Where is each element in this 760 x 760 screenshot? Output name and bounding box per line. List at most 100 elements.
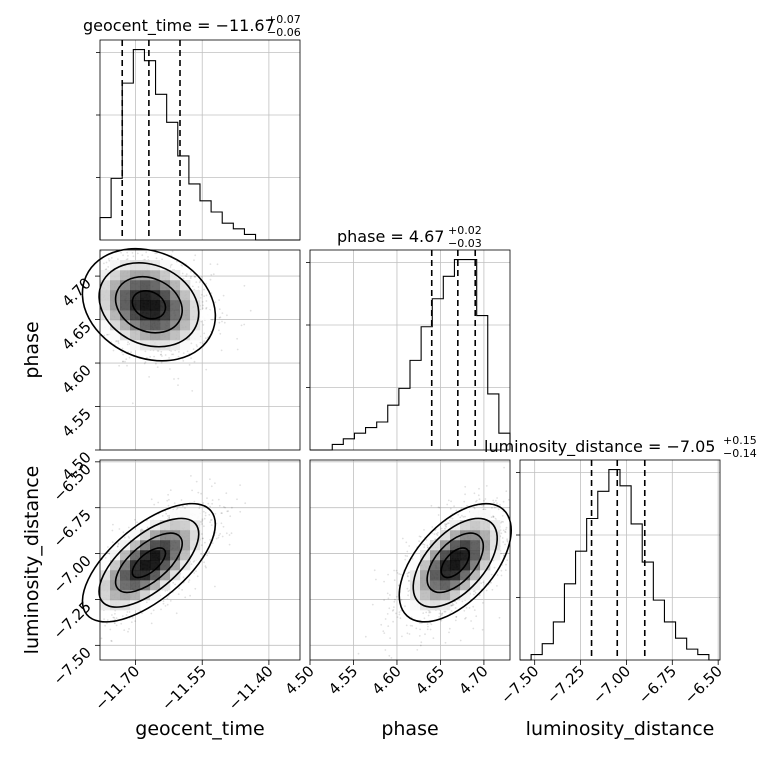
density-cell	[100, 570, 111, 581]
sample-point	[189, 277, 192, 279]
sample-point	[408, 571, 410, 574]
sample-point	[480, 582, 483, 585]
sample-point	[239, 510, 242, 513]
sample-point	[502, 529, 505, 532]
x-tick-label-luminosity_distance: −7.25	[543, 662, 588, 707]
sample-point	[165, 512, 168, 515]
sample-point	[478, 594, 481, 597]
sample-point	[236, 337, 239, 340]
density-cell	[450, 530, 461, 541]
sample-point	[192, 348, 195, 351]
sample-point	[166, 603, 169, 606]
sample-point	[451, 602, 454, 605]
x-tick-label-phase: 4.50	[281, 662, 317, 698]
sample-point	[472, 627, 475, 630]
sample-point	[111, 614, 113, 616]
density-cell	[420, 560, 431, 571]
sample-point	[404, 554, 407, 557]
sample-point	[401, 635, 403, 638]
density-cell	[140, 270, 151, 281]
sample-point	[110, 639, 113, 642]
density-cell	[150, 320, 161, 331]
sample-point	[504, 569, 507, 572]
panel-frame-luminosity_distance	[519, 459, 721, 661]
sample-point	[463, 609, 466, 612]
sample-point	[115, 340, 117, 343]
sample-point	[201, 537, 204, 540]
density-cell	[420, 590, 431, 601]
density-cell	[470, 550, 481, 561]
density-cell	[140, 260, 151, 271]
density-cell	[470, 580, 481, 591]
sample-point	[168, 516, 171, 519]
sample-point	[205, 566, 207, 569]
sample-point	[433, 533, 436, 535]
sample-point	[239, 484, 242, 486]
sample-point	[196, 575, 199, 578]
density-cell	[190, 290, 201, 301]
density-cell	[170, 510, 181, 521]
sample-point	[430, 504, 433, 507]
sample-point	[405, 541, 408, 544]
density-cell	[100, 320, 111, 331]
sample-point	[164, 589, 167, 592]
x-tick-label-geocent_time: −11.70	[91, 662, 143, 714]
density-cell	[430, 550, 441, 561]
sample-point	[225, 492, 228, 495]
panel-frame	[309, 459, 511, 661]
sample-point	[228, 534, 231, 536]
sample-point	[473, 492, 476, 495]
density-cell	[110, 570, 121, 581]
density-cell	[420, 570, 431, 581]
sample-point	[182, 505, 184, 508]
sample-point	[205, 282, 208, 285]
sample-point	[157, 350, 160, 352]
sample-point	[432, 637, 435, 640]
sample-point	[209, 478, 211, 481]
density-cell	[170, 520, 181, 531]
sample-point	[207, 502, 210, 505]
sample-point	[472, 590, 475, 593]
sample-point	[387, 573, 389, 576]
sample-point	[201, 276, 203, 278]
density-cell	[170, 330, 181, 341]
sample-point	[404, 605, 406, 608]
sample-point	[126, 258, 129, 260]
contour-line	[114, 275, 183, 334]
density-cell	[410, 590, 421, 601]
sample-point	[205, 307, 208, 310]
sample-point	[200, 544, 203, 547]
sample-point	[153, 503, 156, 506]
sample-point	[153, 355, 156, 358]
sample-point	[186, 350, 189, 353]
density-cell	[140, 540, 151, 551]
sample-point	[243, 284, 246, 287]
density-cell	[160, 560, 171, 571]
sample-point	[211, 502, 214, 505]
sample-point	[455, 615, 458, 618]
sample-point	[116, 545, 119, 548]
density-cell	[140, 280, 151, 291]
sample-point	[187, 581, 190, 583]
sample-point	[485, 589, 488, 592]
sample-point	[105, 268, 108, 270]
sample-point	[121, 615, 124, 617]
sample-point	[204, 512, 207, 514]
sample-point	[459, 516, 462, 519]
sample-point	[184, 507, 186, 509]
y-tick-label-phase: 4.60	[58, 361, 94, 397]
sample-point	[445, 523, 448, 525]
sample-point	[397, 584, 400, 587]
sample-point	[440, 527, 443, 530]
sample-point	[100, 637, 103, 640]
x-axis-label-phase: phase	[381, 718, 438, 740]
density-cell	[130, 310, 141, 321]
sample-point	[222, 525, 225, 528]
density-cell	[190, 330, 201, 341]
density-cell	[470, 530, 481, 541]
density-cell	[150, 580, 161, 591]
sample-point	[148, 376, 151, 378]
sample-point	[483, 499, 485, 502]
sample-point	[106, 619, 109, 621]
sample-point	[224, 506, 227, 509]
